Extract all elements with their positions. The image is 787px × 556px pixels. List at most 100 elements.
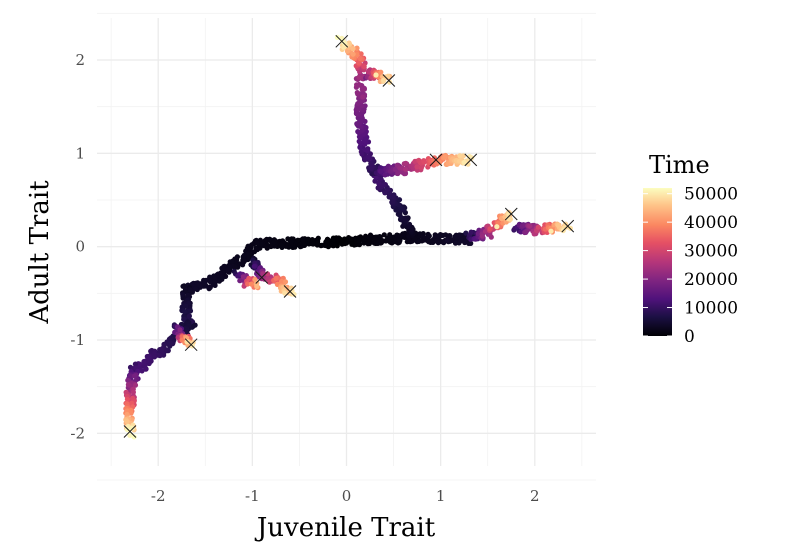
data-point <box>202 280 208 286</box>
y-axis: -2 -1 0 1 2 <box>70 51 85 442</box>
data-point <box>229 259 235 265</box>
data-point <box>373 72 379 78</box>
x-tick-label: 2 <box>530 487 540 505</box>
x-axis: -2 -1 0 1 2 <box>151 487 540 505</box>
data-point <box>288 238 295 245</box>
data-point <box>475 231 481 237</box>
data-point <box>354 82 360 88</box>
x-tick-label: 1 <box>436 487 446 505</box>
data-point <box>123 389 129 395</box>
data-point <box>402 170 409 177</box>
legend-tick-label: 50000 <box>684 185 738 205</box>
data-point <box>390 193 396 200</box>
endpoint-marker <box>335 34 349 48</box>
data-point <box>177 327 183 333</box>
data-point <box>381 232 387 238</box>
data-point <box>421 159 427 165</box>
data-point <box>285 236 291 242</box>
data-point <box>187 287 194 293</box>
data-point <box>355 101 361 107</box>
data-points <box>123 34 574 440</box>
data-point <box>181 283 187 289</box>
data-point <box>452 240 459 246</box>
data-point <box>361 86 367 92</box>
data-point <box>141 360 147 366</box>
data-point <box>381 77 387 83</box>
data-point <box>139 368 145 374</box>
data-point <box>314 240 321 246</box>
data-point <box>385 73 391 79</box>
data-point <box>130 389 136 395</box>
legend-tick-label: 20000 <box>684 270 738 290</box>
data-point <box>192 286 199 292</box>
data-point <box>181 309 187 315</box>
data-point <box>240 262 246 268</box>
data-point <box>128 373 134 379</box>
data-point <box>385 186 391 192</box>
data-point <box>136 361 142 367</box>
data-point <box>241 252 247 259</box>
legend-tick-label: 30000 <box>684 242 738 262</box>
data-point <box>354 121 360 127</box>
legend-tick-label: 0 <box>684 327 695 347</box>
color-legend: Time 0 10000 20000 30000 40000 50000 <box>643 151 738 347</box>
data-point <box>436 160 443 166</box>
data-point <box>254 240 260 246</box>
endpoint-marker <box>504 207 518 221</box>
data-point <box>356 106 362 112</box>
data-point <box>350 46 356 52</box>
data-point <box>168 340 174 346</box>
data-point <box>357 144 363 150</box>
data-point <box>186 313 192 319</box>
data-point <box>354 90 360 96</box>
data-point <box>395 211 401 217</box>
data-point <box>403 160 409 166</box>
data-point <box>132 382 139 388</box>
endpoint-marker <box>123 425 137 438</box>
y-tick-label: 1 <box>75 144 85 162</box>
data-point <box>132 373 138 379</box>
data-point <box>151 354 158 360</box>
data-point <box>361 240 367 246</box>
data-point <box>266 279 273 285</box>
data-point <box>207 279 213 285</box>
endpoint-marker <box>184 338 198 352</box>
endpoint-marker <box>561 219 575 233</box>
x-tick-label: 0 <box>342 487 352 505</box>
y-axis-title: Adult Trait <box>25 180 55 325</box>
data-point <box>225 267 231 273</box>
data-point <box>479 233 485 239</box>
data-point <box>444 237 450 243</box>
data-point <box>283 243 289 249</box>
data-point <box>414 164 420 170</box>
data-point <box>360 94 366 100</box>
data-point <box>124 427 130 433</box>
data-point <box>132 361 138 367</box>
data-point <box>260 271 266 277</box>
data-point <box>207 284 213 290</box>
data-point <box>184 339 190 345</box>
data-point <box>219 265 225 271</box>
data-point <box>268 242 274 249</box>
endpoint-marker <box>429 153 443 167</box>
data-point <box>457 232 464 238</box>
endpoint-markers <box>123 34 575 438</box>
data-point <box>246 275 252 281</box>
data-point <box>438 233 444 239</box>
data-point <box>357 55 363 62</box>
legend-tick-label: 10000 <box>684 299 738 319</box>
y-tick-label: -1 <box>70 331 85 349</box>
data-point <box>397 237 403 244</box>
data-point <box>426 239 432 245</box>
data-point <box>319 242 326 248</box>
data-point <box>535 224 541 230</box>
colorbar <box>643 188 672 336</box>
y-tick-label: 0 <box>75 238 85 256</box>
data-point <box>211 279 218 285</box>
data-point <box>251 263 257 269</box>
x-axis-title: Juvenile Trait <box>254 513 436 543</box>
data-point <box>258 241 265 247</box>
data-point <box>418 165 424 171</box>
endpoint-marker <box>382 74 396 87</box>
